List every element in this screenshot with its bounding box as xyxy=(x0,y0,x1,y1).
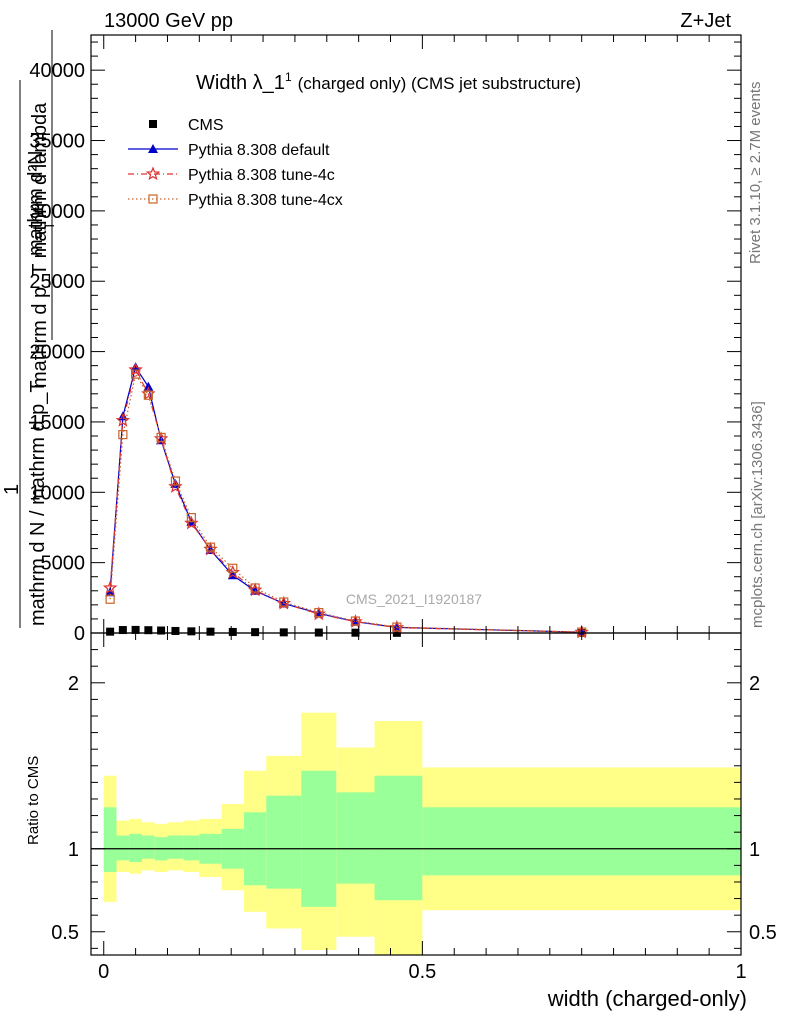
watermark: CMS_2021_I1920187 xyxy=(346,591,482,607)
data-point-cms xyxy=(279,628,288,637)
y-tick-label: 15000 xyxy=(29,412,85,434)
legend-label-pythia-8-308-default: Pythia 8.308 default xyxy=(188,142,330,159)
ratio-inner-band xyxy=(116,835,130,861)
data-point-pythia-8-308-default xyxy=(105,587,116,597)
data-point-pythia-8-308-tune-4cx xyxy=(105,594,115,604)
ratio-frame xyxy=(90,632,742,956)
ylabel-denominator: mathrm d N / mathrm d p_T xyxy=(27,380,49,626)
ylabel-numerator-bottom: mathrm d p_T mathrm d lambda xyxy=(29,102,51,388)
data-point-cms xyxy=(157,626,166,635)
data-point-pythia-8-308-tune-4cx xyxy=(228,563,238,573)
series-line-pythia-8-308-tune-4cx xyxy=(109,372,582,633)
ratio-ylabel: Ratio to CMS xyxy=(25,756,42,845)
ylabel-numerator-top: mathrm d²N xyxy=(25,150,47,256)
data-point-pythia-8-308-tune-4cx xyxy=(279,597,289,607)
legend: CMS Pythia 8.308 default Pythia 8.308 tune… xyxy=(128,117,343,209)
ratio-tick-label-right: 0.5 xyxy=(749,922,777,944)
y-tick-label: 40000 xyxy=(29,60,85,82)
data-point-pythia-8-308-tune-4cx xyxy=(170,476,181,486)
legend-marker-pythia-8-308-tune-4c xyxy=(145,166,161,181)
data-point-cms xyxy=(144,626,153,635)
x-tick-label: 0 xyxy=(98,961,109,983)
data-point-pythia-8-308-tune-4cx xyxy=(143,390,153,400)
data-point-pythia-8-308-default xyxy=(130,362,141,372)
ratio-tick-label-right: 1 xyxy=(749,839,760,861)
main-title: Width λ_11 (charged only) (CMS jet substr… xyxy=(196,70,581,94)
axes: 0 5000 10000 15000 20000 25000 30000 35000 40000… xyxy=(29,35,777,983)
ratio-inner-band xyxy=(103,807,117,873)
ratio-tick-label: 1 xyxy=(68,839,79,861)
data-point-cms xyxy=(187,627,196,636)
title-superscript: 1 xyxy=(285,70,292,84)
data-point-cms xyxy=(106,627,115,636)
data-point-pythia-8-308-tune-4c xyxy=(128,362,143,377)
ratio-inner-band xyxy=(266,795,302,889)
data-point-cms xyxy=(206,627,215,636)
data-point-pythia-8-308-tune-4cx xyxy=(156,432,166,443)
ratio-inner-band xyxy=(129,833,142,863)
y-tick-label: 5000 xyxy=(41,553,86,575)
data-point-pythia-8-308-tune-4c xyxy=(102,580,118,595)
title-main: Width λ_1 xyxy=(196,72,285,94)
data-point-pythia-8-308-tune-4cx xyxy=(314,607,324,618)
x-tick-label: 0.5 xyxy=(408,961,436,983)
ratio-inner-band xyxy=(301,770,337,907)
data-point-cms xyxy=(251,628,260,637)
xlabel: width (charged-only) xyxy=(547,986,747,1011)
data-point-pythia-8-308-tune-4c xyxy=(115,412,131,427)
ratio-bands xyxy=(91,712,741,955)
data-point-pythia-8-308-tune-4cx xyxy=(250,583,260,593)
x-tick-label: 1 xyxy=(735,961,746,983)
legend-label-pythia-8-308-tune-4c: Pythia 8.308 tune-4c xyxy=(188,167,335,184)
ylabel-one: 1 xyxy=(1,484,23,495)
data-point-pythia-8-308-tune-4cx xyxy=(118,430,128,440)
ratio-tick-label: 2 xyxy=(68,673,79,695)
data-point-pythia-8-308-tune-4cx xyxy=(131,369,141,379)
ratio-inner-band xyxy=(336,792,375,884)
header-right: Z+Jet xyxy=(680,10,731,32)
data-point-pythia-8-308-tune-4cx xyxy=(350,616,361,626)
main-ylabel: mathrm d²N mathrm d p_T mathrm d lambda … xyxy=(1,30,57,628)
y-tick-label: 0 xyxy=(74,623,85,645)
legend-marker-cms xyxy=(149,120,157,128)
ratio-inner-band xyxy=(141,835,155,859)
data-point-pythia-8-308-tune-4cx xyxy=(186,513,196,523)
header-left: 13000 GeV pp xyxy=(104,10,233,32)
data-point-cms xyxy=(171,626,180,635)
ratio-tick-label: 0.5 xyxy=(51,922,79,944)
ratio-inner-band xyxy=(183,835,200,861)
rivet-label: Rivet 3.1.10, ≥ 2.7M events xyxy=(747,82,764,265)
main-data xyxy=(102,362,589,639)
legend-label-cms: CMS xyxy=(188,117,224,134)
ratio-inner-band xyxy=(422,807,741,876)
y-tick-label: 30000 xyxy=(29,201,85,223)
data-point-pythia-8-308-tune-4cx xyxy=(205,542,216,552)
title-rest: (charged only) (CMS jet substructure) xyxy=(298,74,581,93)
ratio-inner-band xyxy=(374,775,423,901)
legend-marker-pythia-8-308-tune-4cx xyxy=(148,194,158,204)
y-tick-label: 35000 xyxy=(29,131,85,153)
data-point-cms xyxy=(118,626,127,635)
ratio-tick-label-right: 2 xyxy=(749,673,760,695)
y-tick-label: 10000 xyxy=(29,482,85,504)
y-tick-label: 25000 xyxy=(29,271,85,293)
legend-marker-pythia-8-308-default xyxy=(148,144,158,153)
ylabel-subscript: T xyxy=(41,221,57,230)
data-point-pythia-8-308-tune-4cx xyxy=(392,622,402,632)
ratio-inner-band xyxy=(167,835,184,859)
data-point-cms xyxy=(228,627,237,636)
mcplots-label: mcplots.cern.ch [arXiv:1306.3436] xyxy=(749,401,766,628)
series-line-pythia-8-308-tune-4c xyxy=(109,368,582,633)
legend-label-pythia-8-308-tune-4cx: Pythia 8.308 tune-4cx xyxy=(188,192,343,209)
y-tick-label: 20000 xyxy=(29,342,85,364)
